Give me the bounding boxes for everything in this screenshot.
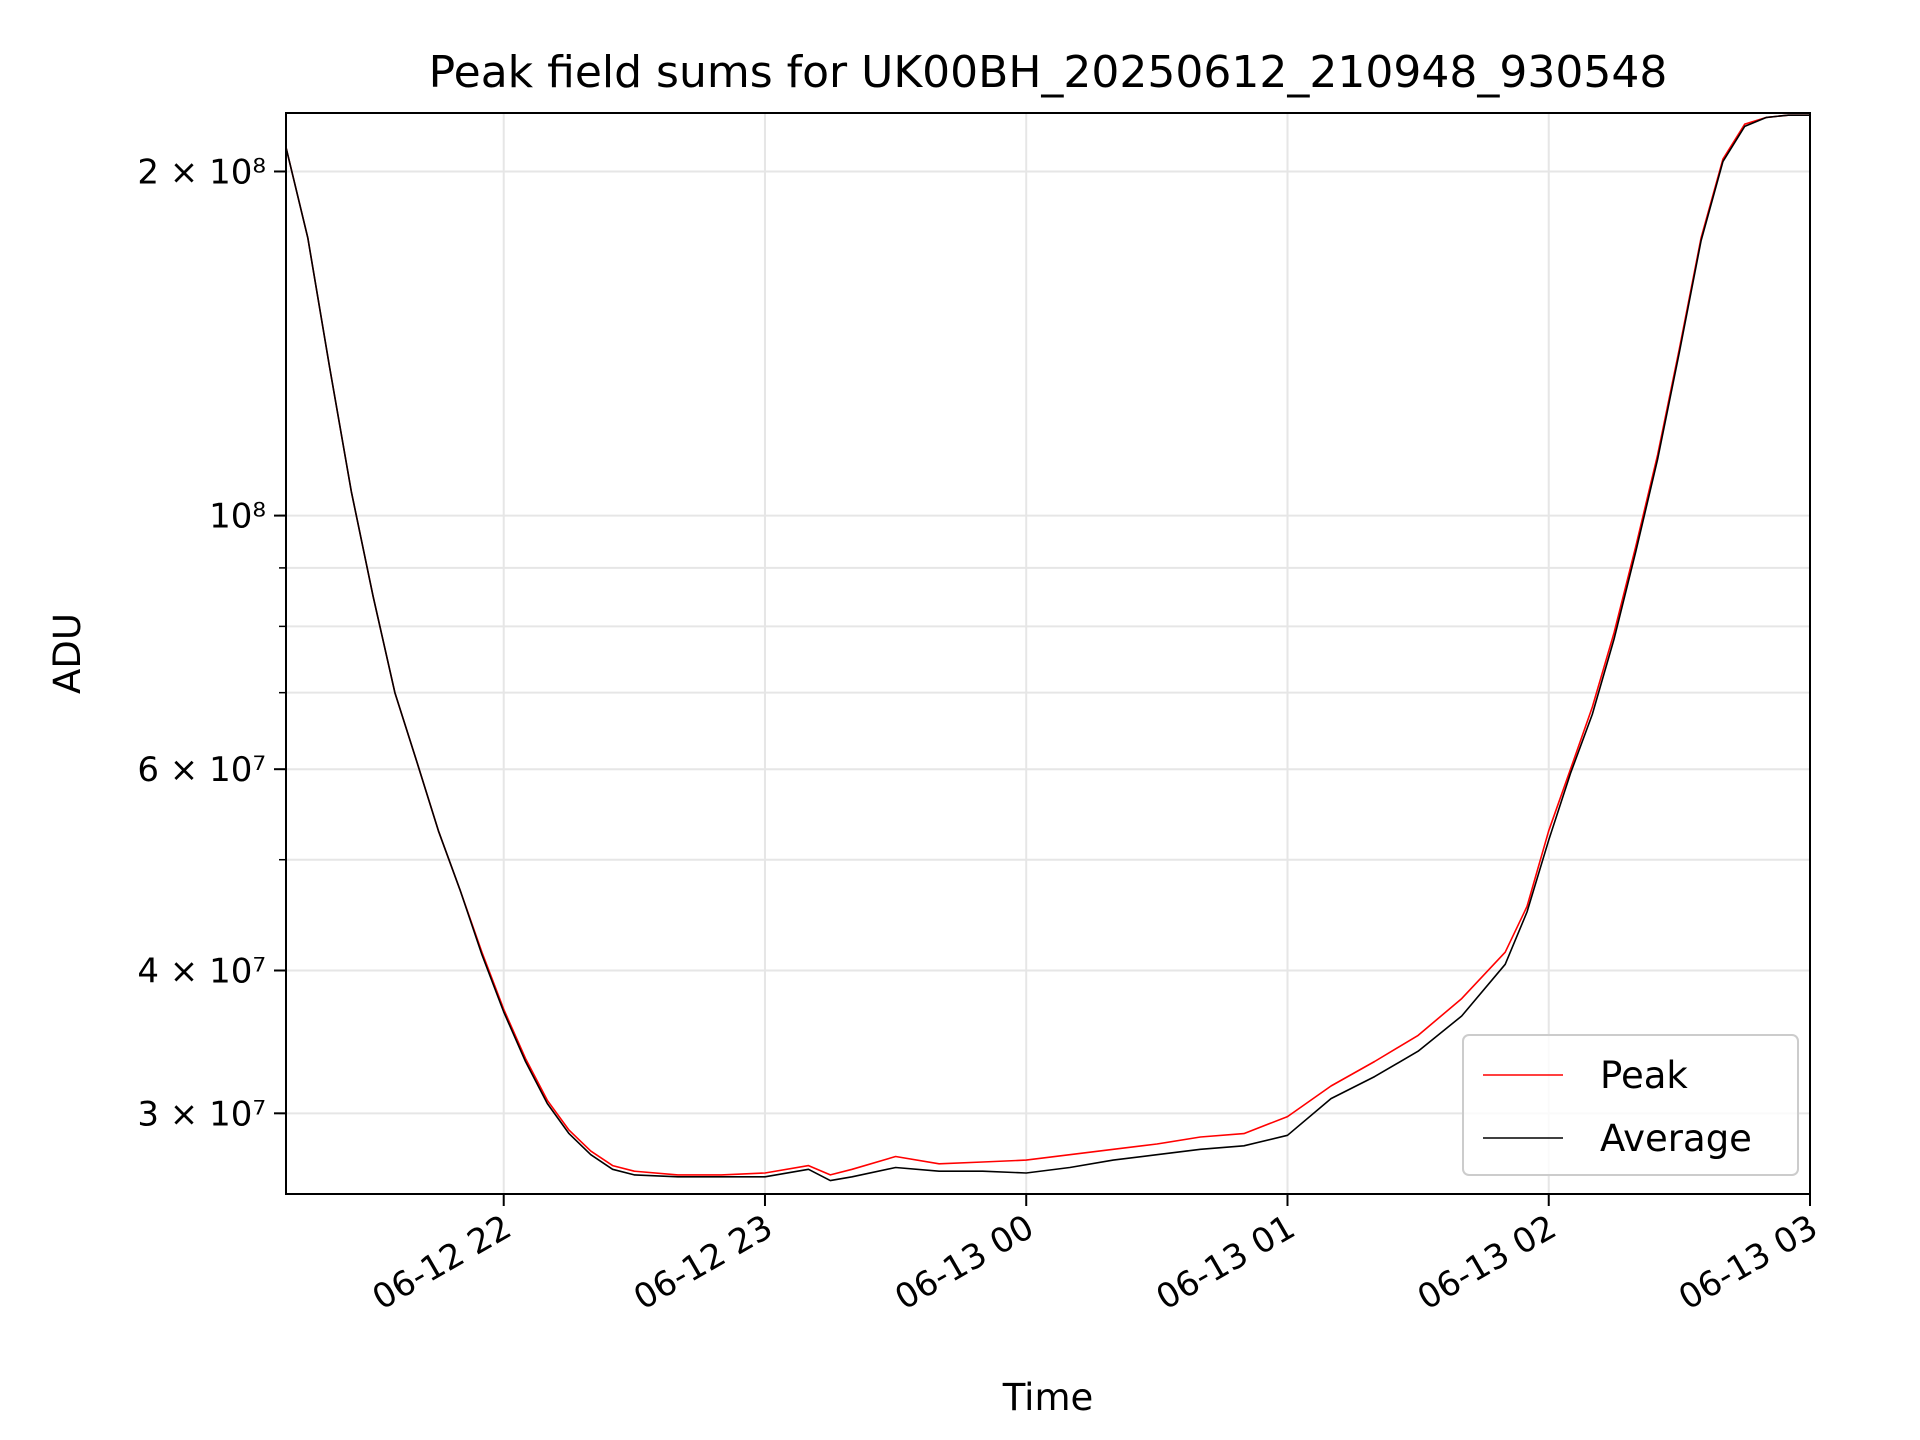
y-tick-label: 3 × 10⁷	[137, 1094, 266, 1134]
y-tick-label: 2 × 10⁸	[137, 152, 266, 192]
y-tick-label: 4 × 10⁷	[137, 951, 266, 991]
plot-frame	[285, 112, 1811, 1195]
chart-title: Peak field sums for UK00BH_20250612_2109…	[429, 47, 1668, 98]
legend-label-average: Average	[1600, 1117, 1752, 1160]
series-layer	[285, 114, 1810, 1182]
y-tick-label: 10⁸	[209, 497, 266, 537]
series-line-average	[285, 114, 1810, 1182]
y-axis-label: ADU	[46, 613, 89, 694]
x-axis-label: Time	[1002, 1376, 1094, 1419]
legend-label-peak: Peak	[1600, 1054, 1688, 1097]
grid	[286, 113, 1811, 1194]
legend: Peak Average	[1462, 1034, 1799, 1176]
legend-box	[1462, 1034, 1799, 1176]
y-tick-label: 6 × 10⁷	[137, 750, 266, 790]
